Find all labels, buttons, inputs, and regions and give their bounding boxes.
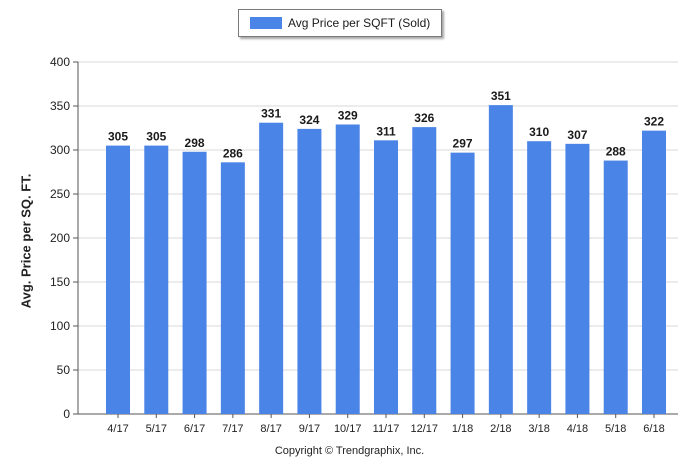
bar: [297, 128, 322, 414]
bar: [450, 152, 475, 414]
data-label: 324: [299, 113, 319, 127]
bar: [603, 160, 628, 414]
data-label: 331: [261, 107, 281, 121]
y-tick-label: 150: [50, 275, 70, 289]
data-label: 288: [606, 145, 626, 159]
bar: [106, 145, 130, 414]
x-tick-label: 4/17: [107, 423, 128, 435]
data-label: 326: [414, 111, 434, 125]
x-tick-label: 6/18: [643, 423, 664, 435]
data-label: 311: [376, 124, 396, 138]
data-label: 297: [453, 137, 473, 151]
data-label: 310: [529, 125, 549, 139]
data-label: 298: [185, 136, 205, 150]
x-tick-label: 7/17: [222, 423, 243, 435]
bar: [182, 151, 207, 414]
x-tick-label: 9/17: [299, 423, 320, 435]
data-label: 322: [644, 115, 664, 129]
legend: Avg Price per SQFT (Sold): [238, 9, 442, 37]
legend-swatch: [250, 17, 282, 29]
data-label: 305: [108, 130, 128, 144]
x-tick-label: 12/17: [411, 423, 439, 435]
y-tick-label: 350: [50, 99, 70, 113]
x-tick-label: 5/17: [146, 423, 167, 435]
y-tick-label: 250: [50, 187, 70, 201]
bar: [374, 140, 398, 414]
bar: [527, 141, 552, 414]
bar: [488, 105, 513, 415]
y-tick-label: 400: [50, 55, 70, 69]
x-tick-label: 6/17: [184, 423, 205, 435]
bar: [335, 124, 360, 414]
x-tick-label: 4/18: [567, 423, 588, 435]
x-tick-label: 1/18: [452, 423, 473, 435]
copyright-footer: Copyright © Trendgraphix, Inc.: [274, 445, 425, 457]
bar: [259, 122, 284, 414]
x-tick-label: 10/17: [334, 423, 362, 435]
x-tick-label: 3/18: [528, 423, 549, 435]
y-tick-label: 300: [50, 143, 70, 157]
data-label: 329: [338, 108, 358, 122]
data-label: 286: [223, 146, 243, 160]
x-tick-label: 8/17: [260, 423, 281, 435]
x-tick-label: 5/18: [605, 423, 626, 435]
bar: [144, 145, 169, 414]
x-tick-label: 11/17: [373, 423, 400, 435]
y-tick-label: 0: [63, 407, 70, 421]
y-tick-label: 200: [50, 231, 70, 245]
legend-label: Avg Price per SQFT (Sold): [288, 16, 431, 30]
bar: [412, 127, 437, 415]
data-label: 307: [567, 128, 587, 142]
bar: [642, 130, 666, 414]
y-tick-label: 50: [57, 363, 71, 377]
bar: [565, 143, 590, 414]
data-label: 305: [146, 130, 166, 144]
bar: [220, 162, 245, 414]
data-label: 351: [491, 89, 511, 103]
x-tick-label: 2/18: [490, 423, 511, 435]
y-tick-label: 100: [50, 319, 70, 333]
